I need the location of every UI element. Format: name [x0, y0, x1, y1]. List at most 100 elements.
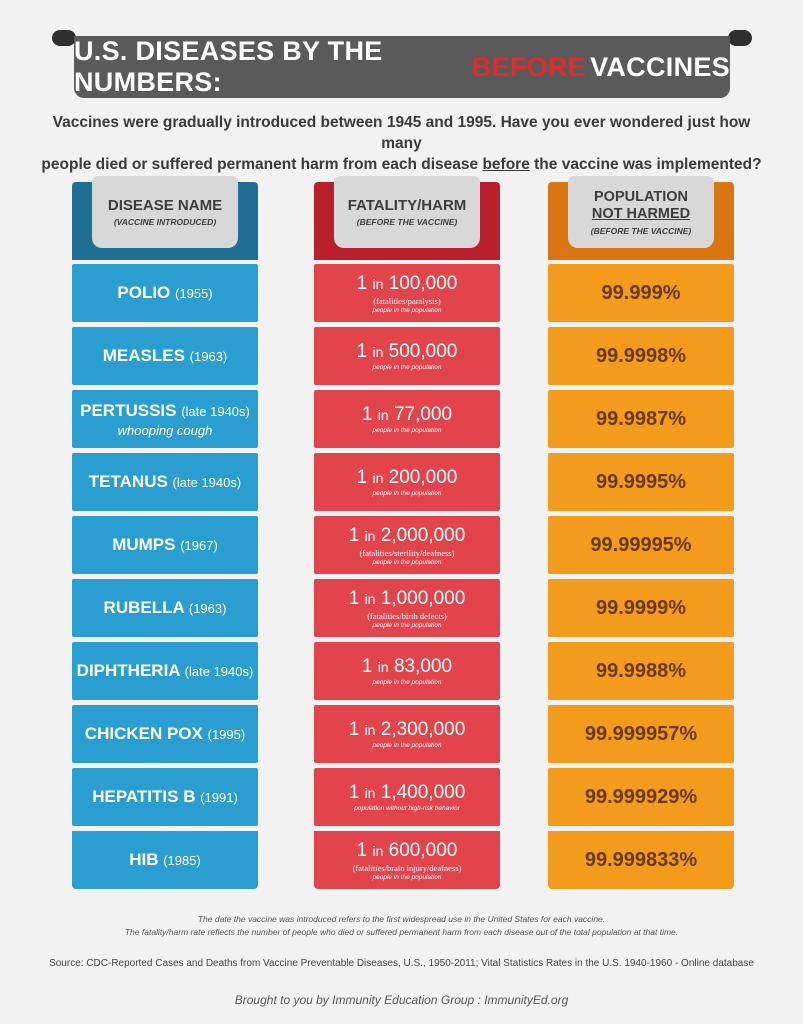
fatality-rate-in: in: [364, 722, 376, 738]
fatality-rate-num: 1: [361, 404, 373, 425]
fatality-rate: 1 in 500,000: [357, 341, 458, 363]
fatality-rate-num: 1: [356, 839, 368, 861]
fatality-rate-num: 1: [348, 782, 360, 803]
fatality-rate-den: 200,000: [388, 467, 458, 488]
disease-name-text: HEPATITIS B: [92, 787, 196, 806]
not-harmed-percent: 99.9995%: [595, 470, 687, 493]
population-note: people in the population: [372, 742, 442, 749]
disease-name: TETANUS (late 1940s): [89, 472, 241, 492]
not-harmed-percent: 99.9987%: [595, 407, 687, 430]
disease-name: MUMPS (1967): [112, 535, 218, 555]
intro-line-2: people died or suffered permanent harm f…: [40, 154, 763, 175]
fatality-column: FATALITY/HARM (BEFORE THE VACCINE) 1 in …: [314, 176, 500, 889]
not-harmed-percent: 99.9999%: [595, 596, 687, 619]
disease-cell: HEPATITIS B (1991): [72, 768, 258, 826]
fatality-cell: 1 in 83,000 people in the population: [314, 642, 500, 700]
fatality-rate-den: 1,400,000: [380, 782, 466, 803]
fatality-note: (fatalities/brain injury/deafness): [352, 862, 462, 873]
population-note: people in the population: [372, 490, 442, 497]
population-note: people in the population: [372, 621, 442, 629]
population-note: people in the population: [372, 306, 442, 314]
intro-text: Vaccines were gradually introduced betwe…: [40, 112, 763, 175]
population-note: population without high-risk behavior: [354, 805, 460, 812]
disease-name: PERTUSSIS (late 1940s): [80, 401, 250, 421]
fatality-rate-num: 1: [356, 467, 368, 488]
disease-name-text: MUMPS: [112, 535, 176, 554]
population-header-tab: POPULATION NOT HARMED (BEFORE THE VACCIN…: [568, 176, 714, 248]
disease-name-text: DIPHTHERIA: [76, 661, 180, 680]
footnotes: The date the vaccine was introduced refe…: [40, 913, 763, 939]
fatality-rate-in: in: [364, 785, 376, 801]
source-text: Source: CDC-Reported Cases and Deaths fr…: [49, 958, 754, 969]
population-note: people in the population: [372, 679, 442, 686]
fatality-rate-num: 1: [348, 587, 360, 609]
fatality-note: (fatalities/paralysis): [373, 295, 441, 306]
fatality-cell: 1 in 200,000 people in the population: [314, 453, 500, 511]
fatality-rate-in: in: [377, 659, 389, 675]
fatality-cell: 1 in 100,000 (fatalities/paralysis) people…: [314, 264, 500, 322]
not-harmed-percent: 99.999833%: [584, 848, 698, 871]
disease-cell: MEASLES (1963): [72, 327, 258, 385]
disease-cell: MUMPS (1967): [72, 516, 258, 574]
fatality-header: FATALITY/HARM (BEFORE THE VACCINE): [314, 176, 500, 260]
population-cell: 99.9999%: [548, 579, 734, 637]
fatality-rate-in: in: [372, 275, 384, 292]
disease-cell: CHICKEN POX (1995): [72, 705, 258, 763]
fatality-rate: 1 in 200,000: [357, 467, 458, 489]
fatality-cell: 1 in 77,000 people in the population: [314, 390, 500, 448]
disease-name-text: CHICKEN POX: [84, 724, 203, 743]
vaccine-year: (1963): [188, 601, 227, 616]
disease-name-text: PERTUSSIS: [80, 400, 177, 420]
not-harmed-percent: 99.999%: [601, 281, 681, 304]
disease-cell: TETANUS (late 1940s): [72, 453, 258, 511]
disease-name: HEPATITIS B (1991): [92, 787, 238, 807]
population-cell: 99.9998%: [548, 327, 734, 385]
disease-name-text: POLIO: [117, 283, 171, 302]
fatality-header-tab: FATALITY/HARM (BEFORE THE VACCINE): [334, 176, 480, 248]
population-note: people in the population: [372, 558, 442, 566]
disease-header-title: DISEASE NAME: [107, 197, 223, 214]
fatality-rate-num: 1: [348, 524, 360, 546]
fatality-rate-in: in: [364, 527, 376, 544]
population-cell: 99.999833%: [548, 831, 734, 889]
vaccine-year: (1967): [180, 538, 218, 553]
population-note: people in the population: [372, 364, 442, 371]
not-harmed-percent: 99.99995%: [590, 533, 692, 556]
population-cell: 99.9988%: [548, 642, 734, 700]
population-note: people in the population: [372, 427, 442, 434]
fatality-rate: 1 in 1,400,000: [349, 782, 466, 804]
disease-column: DISEASE NAME (VACCINE INTRODUCED) POLIO …: [72, 176, 258, 889]
disease-cell: HIB (1985): [72, 831, 258, 889]
banner-title-part2: VACCINES: [590, 51, 730, 82]
fatality-rate-den: 100,000: [388, 272, 458, 294]
population-cell: 99.999929%: [548, 768, 734, 826]
fatality-rate-den: 1,000,000: [380, 587, 466, 609]
fatality-header-sub: (BEFORE THE VACCINE): [356, 217, 458, 227]
population-cell: 99.999957%: [548, 705, 734, 763]
fatality-header-title: FATALITY/HARM: [347, 197, 467, 214]
population-header-sub: (BEFORE THE VACCINE): [590, 225, 692, 236]
fatality-rate-den: 2,000,000: [380, 524, 466, 546]
banner-title-highlight: BEFORE: [471, 51, 587, 82]
fatality-rate: 1 in 77,000: [362, 404, 452, 426]
footnote-line-1: The date the vaccine was introduced refe…: [197, 914, 606, 924]
intro-emphasis: before: [482, 156, 530, 173]
title-banner: U.S. DISEASES BY THE NUMBERS: BEFORE VAC…: [52, 26, 752, 100]
fatality-rate-in: in: [372, 470, 384, 486]
fatality-cell: 1 in 1,000,000 (fatalities/birth defects)…: [314, 579, 500, 637]
population-header-line1: POPULATION: [594, 188, 688, 205]
banner-curl-right: [728, 30, 752, 46]
disease-cell: RUBELLA (1963): [72, 579, 258, 637]
disease-name: POLIO (1955): [117, 283, 212, 303]
fatality-rate: 1 in 2,000,000: [349, 525, 466, 547]
fatality-rate-num: 1: [356, 341, 368, 362]
vaccine-year: (1995): [207, 727, 246, 742]
not-harmed-percent: 99.9988%: [595, 659, 687, 682]
vaccine-year: (late 1940s): [172, 475, 242, 490]
population-cell: 99.99995%: [548, 516, 734, 574]
disease-header-tab: DISEASE NAME (VACCINE INTRODUCED): [92, 176, 238, 248]
fatality-cell: 1 in 2,300,000 people in the population: [314, 705, 500, 763]
vaccine-year: (1985): [163, 853, 201, 868]
fatality-rate-in: in: [377, 407, 389, 423]
population-note: people in the population: [372, 873, 442, 881]
